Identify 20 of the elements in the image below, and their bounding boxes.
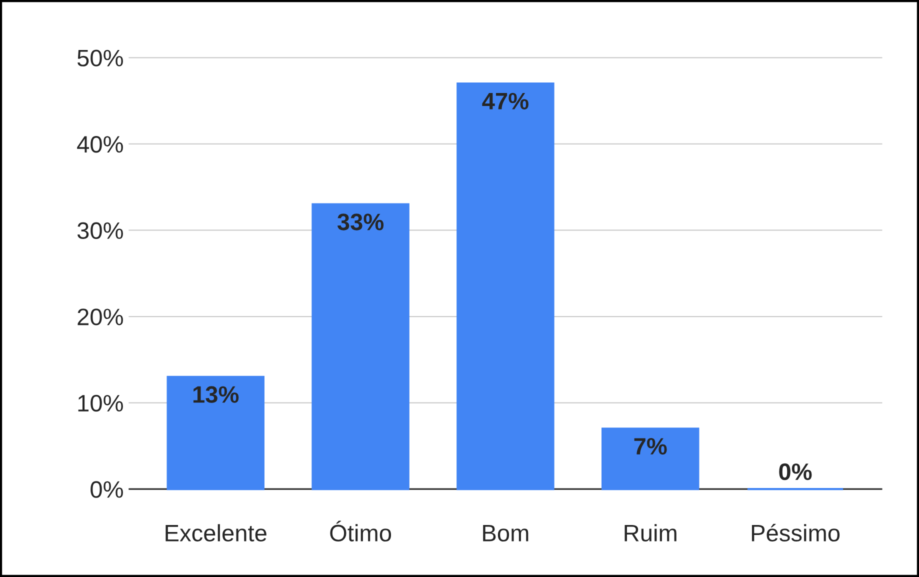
x-tick-label: Excelente: [166, 524, 266, 542]
x-tick-label: Bom: [483, 525, 528, 542]
y-tick-label: 10%: [78, 394, 123, 412]
bar: [312, 203, 410, 490]
bar: [602, 428, 700, 490]
data-label: 47%: [482, 92, 528, 110]
data-label: 0%: [779, 463, 812, 480]
y-tick-label: 20%: [78, 308, 123, 326]
x-tick-label: Ruim: [624, 524, 676, 542]
y-tick-label: 0%: [90, 481, 123, 498]
data-label: 7%: [634, 438, 667, 455]
data-label: 33%: [337, 214, 384, 230]
bar: [456, 82, 554, 490]
x-tick-label: Ótimo: [330, 520, 392, 542]
bar: [166, 376, 264, 490]
y-tick-label: 40%: [77, 136, 123, 153]
data-label: 13%: [193, 386, 239, 403]
y-tick-label: 50%: [77, 50, 123, 66]
y-tick-label: 30%: [77, 222, 123, 240]
x-tick-label: Péssimo: [752, 524, 840, 542]
